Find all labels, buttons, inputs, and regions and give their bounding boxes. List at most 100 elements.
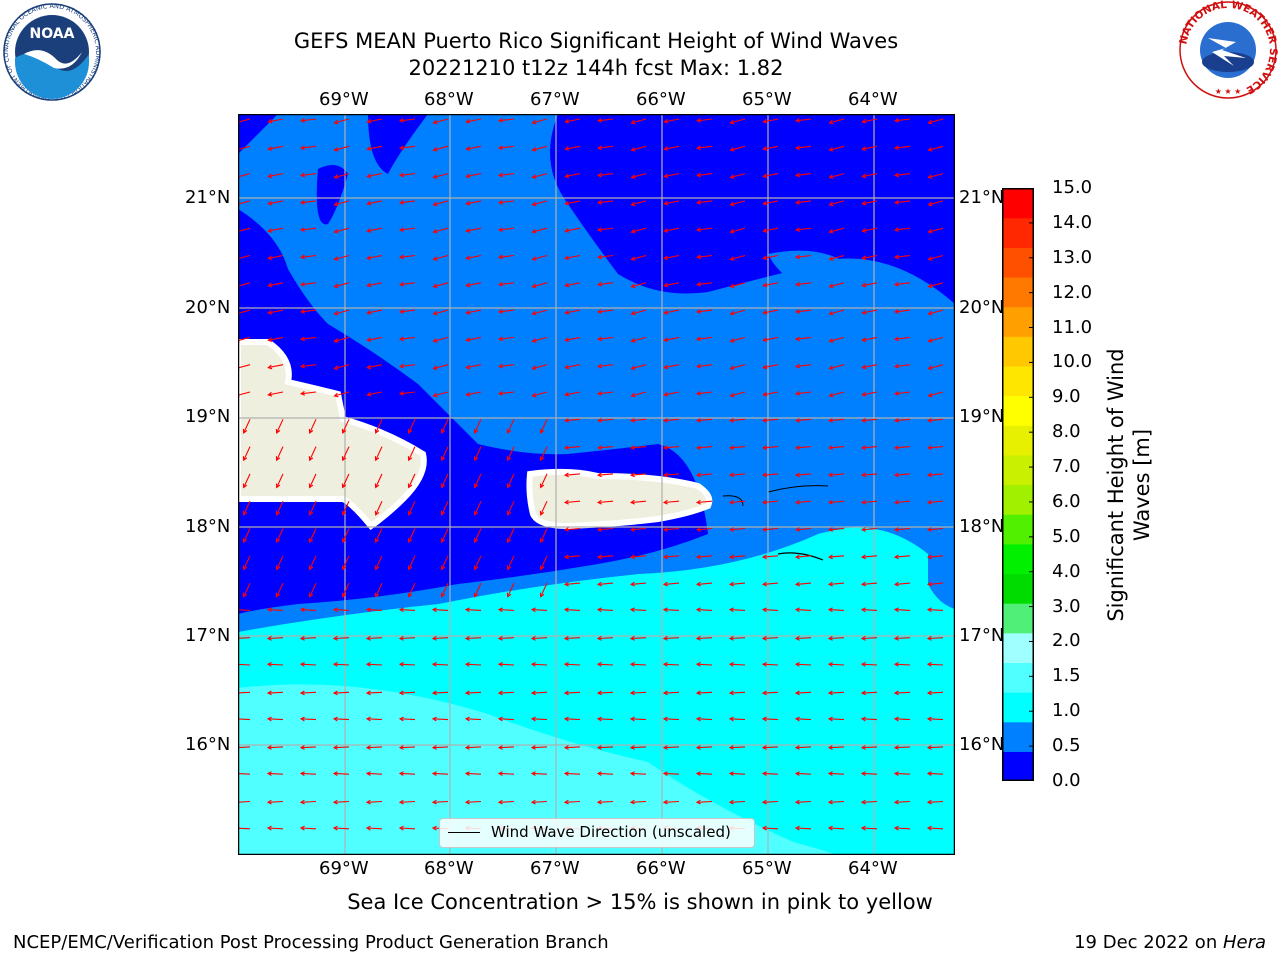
wind-arrow-head	[333, 283, 339, 289]
wind-arrow-head	[827, 771, 833, 776]
colorbar-tick-label: 7.0	[1052, 456, 1081, 478]
wind-arrow	[333, 609, 350, 611]
wind-arrow-head	[432, 256, 438, 261]
wind-arrow	[243, 528, 251, 543]
wind-arrow	[762, 827, 779, 830]
wind-arrow-head	[761, 527, 767, 532]
wind-arrow	[664, 309, 680, 314]
wind-arrow-head	[794, 118, 801, 123]
colorbar-cell	[1002, 543, 1034, 575]
wind-arrow-head	[629, 554, 635, 560]
wind-arrow	[762, 800, 779, 803]
wind-arrow	[532, 336, 548, 342]
wind-arrow	[730, 227, 746, 233]
wind-arrow-head	[497, 227, 504, 233]
wind-arrow	[309, 446, 317, 461]
wind-arrow-head	[341, 428, 347, 434]
wind-arrow-head	[828, 201, 834, 207]
wind-arrow-head	[828, 310, 834, 316]
wind-arrow-head	[431, 771, 437, 776]
colorbar	[1002, 188, 1034, 781]
wind-arrow	[631, 173, 647, 179]
wind-arrow-head	[728, 417, 734, 423]
wind-arrow-head	[728, 745, 734, 750]
wind-arrow	[531, 637, 548, 640]
wind-arrow-head	[827, 472, 833, 478]
wind-arrow-head	[761, 635, 767, 641]
wind-arrow-head	[927, 174, 933, 179]
wind-arrow-head	[299, 118, 306, 123]
wind-arrow	[664, 336, 680, 341]
wind-arrow	[795, 800, 812, 803]
wind-arrow-head	[299, 771, 305, 776]
wind-arrow	[532, 309, 548, 315]
wind-arrow	[366, 609, 383, 611]
wind-arrow-head	[531, 228, 537, 234]
wind-arrow	[238, 282, 251, 287]
wind-arrow-head	[662, 745, 668, 750]
colorbar-tick-label: 6.0	[1052, 490, 1081, 512]
wind-arrow-head	[630, 256, 636, 261]
wind-arrow	[730, 555, 746, 558]
wind-arrow	[861, 827, 878, 830]
wind-arrow	[466, 309, 482, 314]
svg-text:★ ★ ★: ★ ★ ★	[1215, 87, 1242, 96]
wind-arrow-head	[299, 336, 306, 342]
wind-arrow	[238, 336, 251, 342]
wind-arrow-head	[398, 227, 405, 233]
wind-arrow	[597, 609, 614, 611]
wind-arrow-head	[729, 174, 735, 179]
wind-arrow-head	[563, 499, 569, 505]
wind-arrow-head	[794, 554, 800, 560]
wind-arrow	[441, 419, 449, 434]
wind-arrow	[663, 718, 680, 721]
wind-arrow-head	[407, 565, 413, 571]
wind-arrow-head	[539, 510, 545, 516]
wind-arrow	[829, 364, 845, 370]
wind-arrow	[366, 637, 383, 640]
wind-arrow-head	[828, 256, 834, 261]
wind-arrow	[408, 582, 416, 597]
wind-arrow-head	[794, 690, 800, 696]
wind-arrow	[333, 800, 350, 803]
wind-arrow	[631, 391, 647, 397]
wind-arrow-head	[465, 364, 471, 370]
wind-arrow-head	[662, 581, 668, 587]
wind-arrow	[862, 527, 878, 531]
wind-arrow-head	[473, 510, 479, 516]
colorbar-tick-label: 4.0	[1052, 560, 1081, 582]
wind-arrow-head	[374, 510, 380, 516]
wind-arrow	[366, 827, 383, 830]
wind-arrow	[465, 609, 482, 611]
wind-arrow	[664, 145, 680, 150]
wind-arrow-head	[333, 174, 339, 179]
wind-arrow	[309, 528, 317, 543]
lon-label-top-64w: 64°W	[848, 89, 898, 110]
wind-arrow	[238, 254, 251, 260]
wind-arrow	[696, 637, 713, 640]
wind-arrow	[763, 254, 779, 259]
wind-arrow	[333, 772, 350, 775]
wind-arrow	[441, 473, 449, 488]
wind-arrow-head	[728, 499, 734, 505]
wind-arrow	[408, 419, 416, 434]
wind-arrow-head	[860, 662, 866, 667]
wind-arrow-head	[431, 825, 437, 831]
wind-arrow-head	[333, 338, 339, 343]
wind-arrow	[631, 446, 647, 449]
wind-arrow-head	[398, 799, 404, 805]
wind-arrow	[730, 118, 746, 124]
wind-arrow-head	[893, 527, 899, 532]
wind-arrow-head	[762, 200, 768, 206]
wind-arrow	[829, 336, 845, 342]
colorbar-tick-label: 15.0	[1052, 177, 1093, 198]
wind-arrow-head	[662, 771, 668, 776]
wind-arrow-head	[893, 825, 899, 831]
wind-arrow-head	[596, 554, 602, 560]
colorbar-tick-label: 0.5	[1052, 735, 1081, 757]
wind-arrow	[334, 282, 350, 288]
wind-arrow-head	[407, 538, 413, 544]
wind-arrow	[664, 582, 680, 585]
wind-arrow	[862, 145, 878, 150]
wind-arrow-head	[861, 146, 867, 151]
